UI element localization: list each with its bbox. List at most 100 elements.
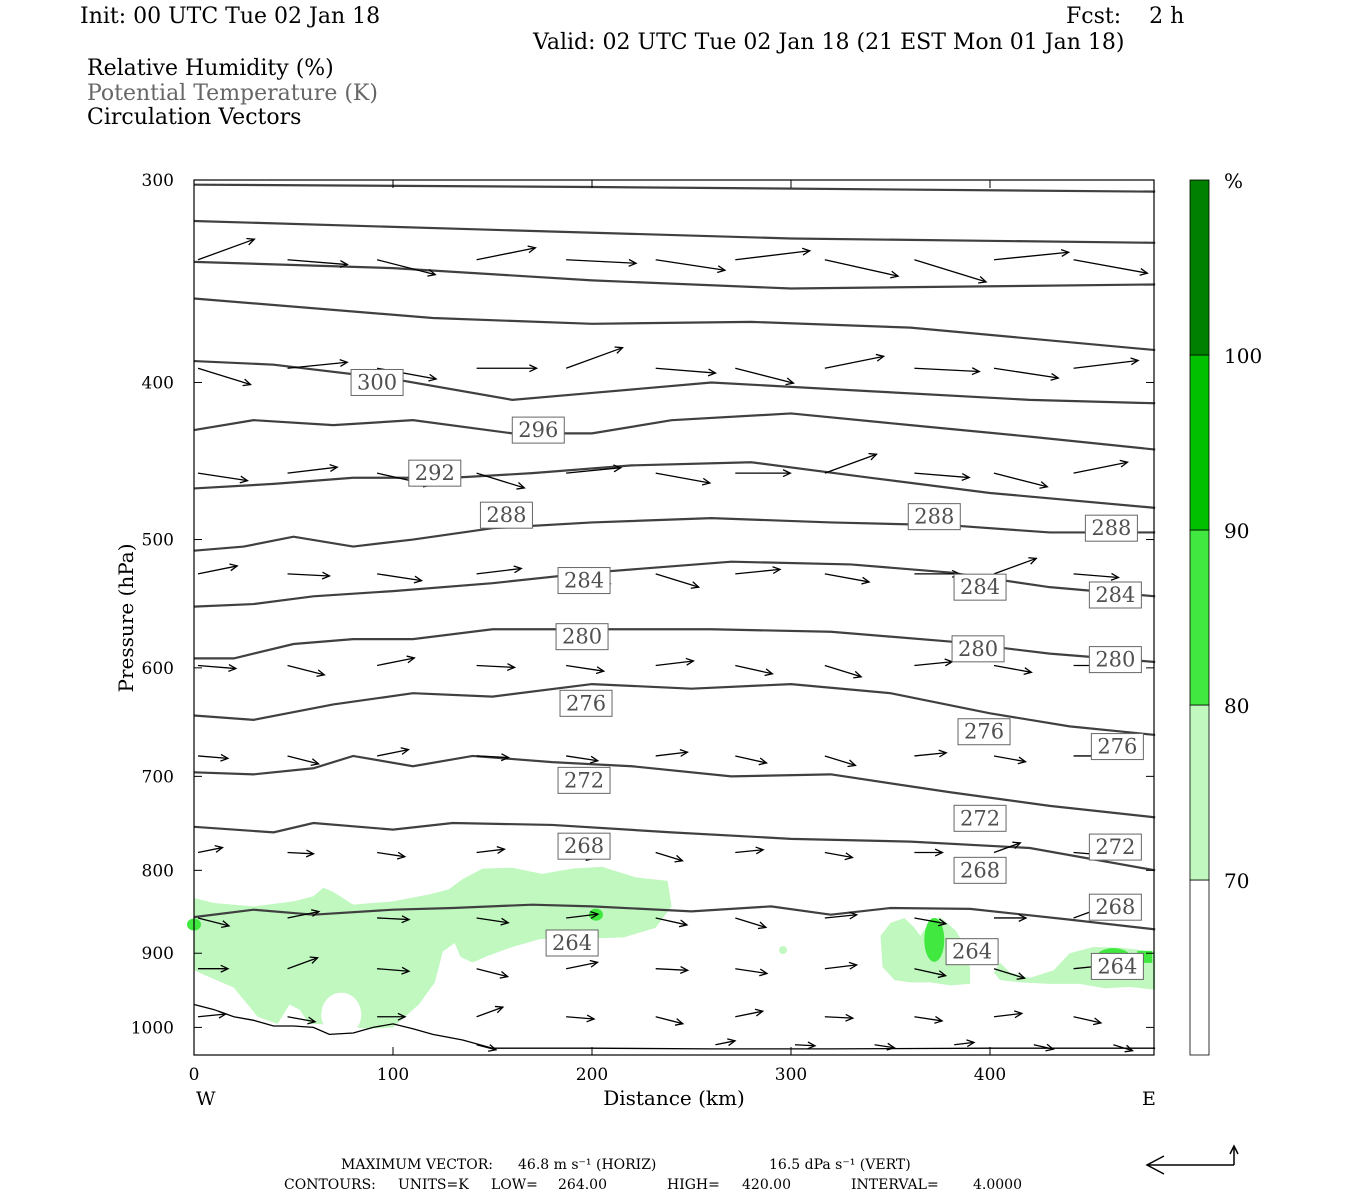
theta-label: 264: [1090, 952, 1144, 980]
svg-text:272: 272: [960, 806, 1000, 830]
circulation-vector-layer: [197, 237, 1149, 1053]
theta-label-layer: 300 296 292 288 288 288 284 284 284 280 280 280 276 2…: [350, 368, 1144, 980]
circulation-vector: [377, 1012, 407, 1021]
svg-text:288: 288: [914, 505, 954, 529]
y-axis-title: Pressure (hPa): [114, 544, 138, 693]
svg-text:264: 264: [952, 940, 992, 964]
svg-text:264: 264: [1097, 954, 1137, 978]
theta-contour-line: [193, 219, 1156, 244]
circulation-vector: [655, 472, 712, 486]
theta-contour-line: [193, 821, 1156, 872]
rh-80-region-east: [924, 917, 945, 962]
circulation-vector: [735, 367, 795, 386]
east-label: E: [1142, 1088, 1156, 1110]
circulation-vector: [565, 346, 624, 369]
svg-text:280: 280: [958, 637, 998, 661]
field-theta-title: Potential Temperature (K): [87, 81, 378, 106]
circulation-vector: [377, 573, 424, 584]
contours-high-label: HIGH=: [667, 1177, 720, 1193]
circulation-vector: [566, 1014, 596, 1023]
circulation-vector: [476, 663, 517, 672]
circulation-vector: [824, 353, 886, 369]
contours-low: 264.00: [558, 1177, 607, 1193]
contours-interval-label: INTERVAL=: [851, 1177, 939, 1193]
circulation-vector: [566, 258, 638, 267]
x-axis-title: Distance (km): [603, 1086, 745, 1110]
contours-low-label: LOW=: [491, 1177, 538, 1193]
colorbar-segment: [1189, 879, 1210, 1056]
svg-text:288: 288: [486, 503, 526, 527]
y-tick-label: 400: [142, 373, 174, 393]
circulation-vector: [476, 472, 526, 490]
colorbar-level-label: 90: [1224, 519, 1249, 543]
colorbar-segment: [1189, 529, 1210, 706]
svg-text:272: 272: [564, 768, 604, 792]
circulation-vector: [476, 1044, 498, 1052]
y-tick-label: 800: [142, 861, 174, 881]
circulation-vector: [914, 658, 954, 667]
theta-label: 296: [511, 416, 565, 444]
circulation-vector: [476, 968, 510, 979]
colorbar-segment: [1189, 354, 1210, 531]
circulation-vector: [824, 1013, 855, 1022]
colorbar-unit: %: [1224, 169, 1243, 193]
svg-text:292: 292: [415, 461, 455, 485]
theta-label: 284: [953, 573, 1007, 601]
y-tick-label: 300: [142, 171, 174, 191]
circulation-vector: [824, 961, 859, 970]
circulation-vector: [377, 851, 407, 860]
circulation-vector: [287, 849, 316, 858]
circulation-vector: [377, 915, 411, 924]
x-tick-label: 0: [189, 1065, 200, 1085]
y-tick-label: 1000: [131, 1018, 174, 1038]
contours-high: 420.00: [742, 1177, 791, 1193]
colorbar-level-label: 100: [1224, 344, 1262, 368]
rh-fill-layer: [187, 866, 1156, 1037]
axis-layer: 0 100 200 300 400 300 400 500 600 700 800 900 1000: [131, 171, 1154, 1085]
theta-contour-line: [193, 183, 1156, 193]
circulation-vector: [914, 968, 948, 979]
circulation-vector: [954, 1039, 976, 1048]
terrain-surface-line: [193, 1003, 1156, 1050]
circulation-vector: [197, 367, 253, 387]
circulation-vector: [197, 845, 224, 854]
svg-text:280: 280: [562, 625, 602, 649]
circulation-vector: [566, 664, 606, 675]
circulation-vector: [735, 664, 774, 677]
rh-70-region-east: [880, 917, 971, 986]
circulation-vector: [914, 367, 981, 376]
circulation-vector: [824, 573, 871, 585]
circulation-vector: [993, 1010, 1024, 1019]
circulation-vector: [914, 917, 948, 927]
svg-text:284: 284: [1095, 583, 1135, 607]
max-vector-horiz: 46.8 m s⁻¹ (HORIZ): [518, 1157, 657, 1173]
svg-text:272: 272: [1095, 835, 1135, 859]
circulation-vector: [994, 913, 1028, 922]
circulation-vector: [914, 259, 988, 284]
circulation-vector: [655, 748, 689, 757]
svg-text:276: 276: [566, 691, 606, 715]
theta-contour-line: [193, 754, 1156, 819]
circulation-vector: [993, 248, 1071, 261]
max-vector-label: MAXIMUM VECTOR:: [341, 1157, 493, 1173]
svg-text:296: 296: [518, 418, 558, 442]
circulation-vector: [198, 964, 230, 973]
circulation-vector: [914, 472, 971, 481]
circulation-vector: [566, 464, 623, 474]
colorbar-level-label: 80: [1224, 694, 1249, 718]
x-tick-label: 400: [974, 1065, 1006, 1085]
colorbar-segment: [1189, 179, 1210, 356]
theta-contour-line: [193, 359, 1156, 405]
circulation-vector: [655, 259, 727, 274]
y-tick-label: 600: [142, 659, 174, 679]
theta-label: 264: [545, 929, 599, 957]
circulation-vector: [993, 664, 1033, 675]
circulation-vector: [376, 747, 410, 757]
circulation-vector: [287, 1016, 317, 1025]
theta-label: 268: [953, 856, 1007, 884]
svg-text:268: 268: [960, 858, 1000, 882]
y-tick-label: 900: [142, 944, 174, 964]
theta-label: 288: [907, 503, 961, 531]
circulation-vector: [993, 367, 1060, 381]
